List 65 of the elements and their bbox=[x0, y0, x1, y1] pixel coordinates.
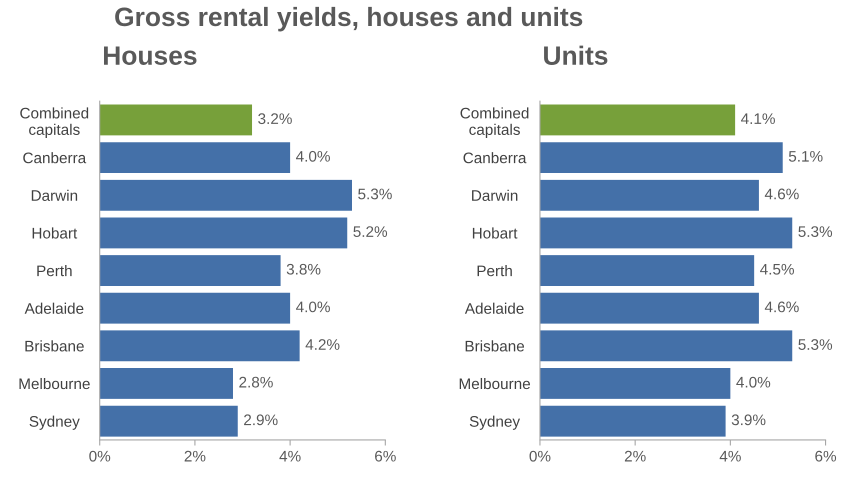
y-tick-label: Hobart bbox=[32, 227, 78, 239]
bar bbox=[540, 142, 783, 174]
bar bbox=[540, 406, 726, 437]
data-label: 4.5% bbox=[760, 264, 794, 275]
bar bbox=[540, 368, 730, 399]
y-tick-label: Melbourne bbox=[19, 378, 90, 390]
chart-title: Gross rental yields, houses and units bbox=[115, 6, 582, 32]
x-tick-label: 6% bbox=[815, 450, 836, 462]
bar bbox=[540, 104, 736, 136]
data-label: 4.6% bbox=[764, 301, 799, 312]
data-label: 3.8% bbox=[286, 264, 320, 275]
data-label: 5.2% bbox=[353, 226, 388, 238]
x-tick-label: 2% bbox=[184, 450, 206, 462]
y-tick-label: Darwin bbox=[472, 190, 518, 201]
x-tick-label: 0% bbox=[89, 450, 110, 462]
data-label: 2.8% bbox=[239, 376, 273, 388]
bar bbox=[100, 255, 281, 286]
y-tick-label: Hobart bbox=[472, 227, 518, 239]
y-tick-label: Sydney bbox=[470, 416, 520, 430]
data-label: 4.0% bbox=[296, 150, 330, 162]
x-tick-label: 4% bbox=[279, 450, 301, 462]
data-label: 4.2% bbox=[306, 339, 340, 350]
bar bbox=[540, 180, 759, 211]
bar bbox=[540, 330, 792, 362]
x-tick-label: 6% bbox=[375, 450, 396, 462]
data-label: 4.1% bbox=[741, 113, 775, 124]
chart-subtitle: Units bbox=[544, 46, 608, 65]
bar bbox=[100, 180, 352, 211]
bar bbox=[100, 104, 252, 136]
data-label: 4.6% bbox=[764, 188, 799, 200]
bar bbox=[100, 292, 290, 324]
data-label: 4.0% bbox=[296, 301, 330, 312]
data-label: 4.0% bbox=[736, 376, 770, 388]
x-tick-label: 4% bbox=[720, 450, 741, 462]
x-tick-label: 0% bbox=[530, 450, 550, 462]
y-tick-label: Brisbane bbox=[25, 340, 84, 352]
y-tick-label: Melbourne bbox=[460, 378, 530, 390]
data-label: 5.1% bbox=[788, 150, 823, 162]
data-label: 3.2% bbox=[258, 113, 292, 124]
bar bbox=[100, 368, 233, 399]
y-tick-label: Sydney bbox=[30, 416, 80, 430]
data-label: 2.9% bbox=[244, 414, 278, 426]
chart-subtitle: Houses bbox=[104, 46, 196, 65]
bar bbox=[100, 217, 348, 248]
y-tick-label: Canberra bbox=[23, 152, 86, 164]
y-tick-label: Perth bbox=[478, 265, 512, 276]
bar bbox=[100, 142, 290, 174]
y-tick-label: Adelaide bbox=[464, 302, 524, 314]
bar bbox=[540, 292, 759, 324]
bar bbox=[100, 406, 238, 437]
data-label: 5.3% bbox=[798, 226, 832, 238]
y-tick-label: Darwin bbox=[32, 190, 78, 201]
data-label: 3.9% bbox=[732, 414, 766, 426]
y-tick-label: Perth bbox=[37, 265, 72, 276]
bar bbox=[100, 330, 300, 362]
y-tick-label: Adelaide bbox=[24, 302, 84, 314]
x-tick-label: 2% bbox=[624, 450, 646, 462]
bar bbox=[540, 217, 792, 248]
y-tick-label: Combined capitals bbox=[20, 107, 88, 138]
bar bbox=[540, 255, 754, 286]
data-label: 5.3% bbox=[358, 188, 392, 200]
y-tick-label: Brisbane bbox=[466, 340, 524, 352]
y-tick-label: Canberra bbox=[464, 152, 526, 164]
data-label: 5.3% bbox=[798, 339, 832, 350]
y-tick-label: Combined capitals bbox=[460, 107, 528, 138]
